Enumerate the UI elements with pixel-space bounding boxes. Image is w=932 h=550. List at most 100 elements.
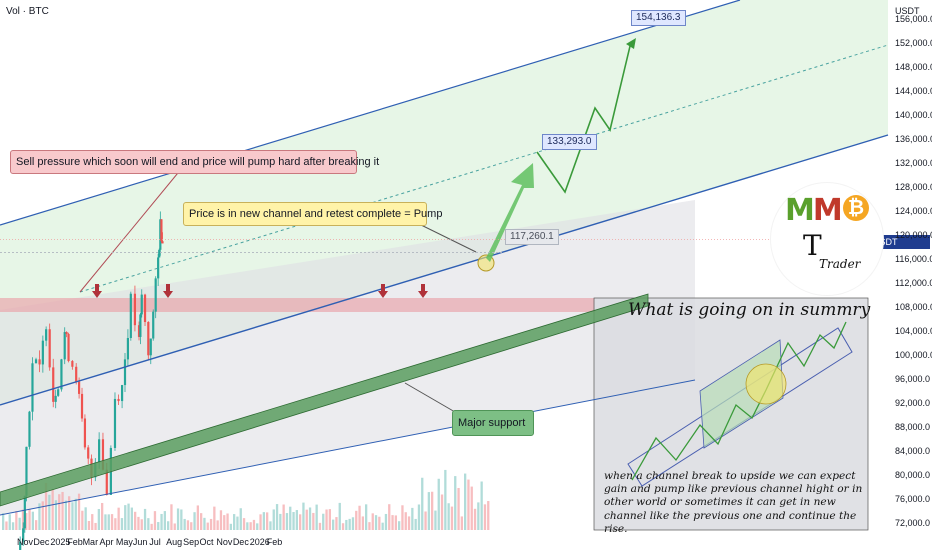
volume-bar [216, 520, 219, 530]
volume-bar [299, 514, 302, 530]
volume-bar [381, 522, 384, 530]
volume-bar [371, 513, 374, 530]
y-axis-tick-label: 132,000.0 [895, 158, 932, 168]
x-axis-tick-label: Apr [99, 537, 114, 547]
volume-bar [470, 486, 473, 530]
candle-body [140, 294, 143, 315]
volume-bar [361, 516, 364, 530]
volume-bar [77, 493, 81, 530]
x-axis-tick-label: Dec [232, 537, 249, 547]
volume-bar [368, 522, 371, 530]
volume-bar [338, 502, 341, 530]
volume-bar [398, 521, 401, 530]
range-box-fill [0, 200, 695, 515]
y-axis-tick-label: 140,000.0 [895, 110, 932, 120]
volume-bar [120, 518, 124, 530]
volume-bar [355, 510, 358, 530]
volume-bar [292, 512, 295, 530]
volume-bar [137, 516, 140, 530]
volume-bar [259, 514, 262, 530]
target-tag-133k: 133,293.0 [542, 134, 597, 150]
volume-bar [153, 511, 157, 530]
volume-bar [302, 502, 305, 530]
volume-bar [134, 511, 137, 530]
volume-bar [213, 506, 216, 530]
candle-body [161, 241, 164, 244]
volume-bar [411, 507, 414, 530]
volume-bar [114, 518, 117, 530]
volume-bar [279, 513, 282, 530]
volume-bar [173, 523, 176, 530]
volume-bar [180, 509, 183, 530]
volume-bar [322, 513, 325, 530]
volume-bar [335, 517, 338, 530]
volume-bar [391, 515, 394, 530]
volume-bar [464, 473, 467, 530]
candle-body [160, 219, 163, 242]
volume-bar [206, 522, 209, 530]
volume-bar [127, 503, 130, 530]
volume-bar [447, 503, 450, 530]
candle-body [133, 293, 137, 326]
volume-bar [219, 510, 223, 530]
volume-bar [384, 513, 388, 530]
x-axis-tick-label: May [115, 537, 133, 547]
volume-bar [487, 501, 490, 530]
volume-bar [365, 504, 368, 530]
volume-bar [308, 507, 312, 530]
y-axis-tick-label: 104,000.0 [895, 326, 932, 336]
candle-body [34, 359, 38, 364]
logo-trader-text: Trader [819, 257, 861, 271]
volume-bar [8, 514, 11, 530]
volume-bar [163, 511, 166, 530]
upper-channel-bottom-line [0, 134, 889, 406]
candle-body [19, 541, 22, 550]
y-axis-tick-label: 144,000.0 [895, 86, 932, 96]
volume-bar [328, 509, 331, 530]
volume-bar [183, 518, 186, 530]
sell-pressure-note: Sell pressure which soon will end and pr… [10, 150, 379, 174]
volume-bar [467, 479, 470, 530]
candle-body [45, 329, 48, 341]
candle-body [147, 321, 150, 356]
volume-bar [196, 505, 199, 530]
volume-bar [176, 508, 180, 530]
volume-bar [460, 516, 463, 530]
volume-bar [130, 507, 133, 530]
candle-body [48, 329, 51, 368]
volume-bar [25, 513, 28, 530]
y-axis-tick-label: 156,000.0 [895, 14, 932, 24]
candle-body [57, 389, 60, 396]
volume-bar [35, 520, 38, 530]
pump-arrow [486, 163, 534, 262]
volume-bar [473, 508, 477, 530]
volume-bar [150, 523, 153, 530]
y-axis-tick-label: 112,000.0 [895, 278, 932, 288]
volume-bar [74, 498, 77, 530]
volume-bar [11, 522, 15, 530]
volume-bar [421, 477, 424, 530]
volume-bar [209, 518, 213, 530]
candle-body [120, 385, 124, 402]
volume-bar [31, 511, 34, 530]
candle-body [31, 363, 34, 412]
candle-body [52, 367, 55, 402]
major-support-band [0, 293, 649, 507]
y-axis-tick-label: 76,000.0 [895, 494, 931, 504]
upper-channel-top-line [0, 0, 741, 226]
volume-bar [454, 476, 457, 530]
volume-bar [305, 509, 308, 530]
volume-bar [15, 511, 18, 530]
candle-body [101, 439, 105, 470]
volume-bar [160, 513, 163, 530]
volume-bar [186, 520, 190, 530]
y-axis-tick-label: 124,000.0 [895, 206, 932, 216]
volume-bar [233, 514, 236, 530]
x-axis-tick-label: Oct [199, 537, 214, 547]
volume-bar [318, 522, 322, 530]
candle-body [41, 340, 44, 365]
candle-body [113, 398, 117, 448]
candle-body [123, 359, 127, 386]
y-axis-tick-label: 128,000.0 [895, 182, 932, 192]
volume-bar [117, 507, 120, 530]
